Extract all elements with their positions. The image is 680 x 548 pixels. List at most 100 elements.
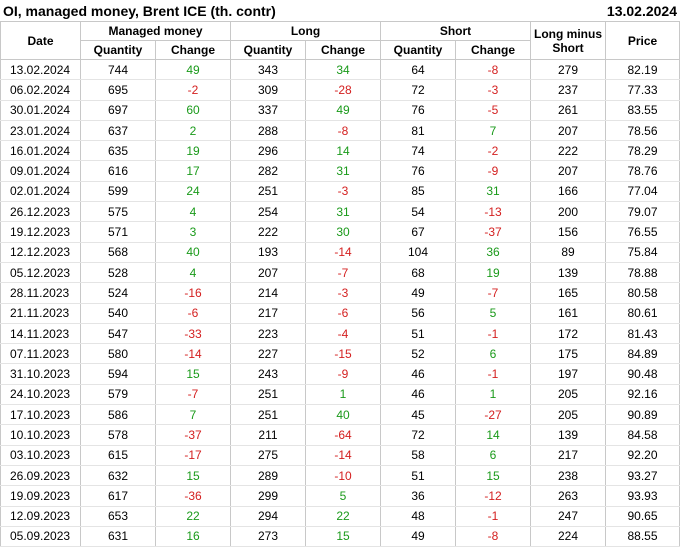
value-cell: 193	[230, 242, 306, 263]
value-cell: -13	[455, 201, 532, 223]
value-cell: -9	[455, 160, 532, 182]
value-cell: 540	[80, 303, 156, 324]
value-cell: 294	[230, 506, 306, 527]
value-cell: 45	[380, 404, 457, 426]
table-row: 21.11.2023 540 -6 217 -6 56 5 161 80.61	[0, 303, 680, 324]
value-cell: 72	[380, 79, 457, 101]
date-cell: 30.01.2024	[0, 100, 81, 121]
table-row: 16.01.2024 635 19 296 14 74 -2 222 78.29	[0, 140, 680, 162]
value-cell: 36	[455, 242, 532, 263]
group-header: Short	[380, 21, 532, 41]
date-cell: 03.10.2023	[0, 445, 81, 466]
value-cell: -10	[304, 465, 382, 487]
value-cell: 78.56	[605, 120, 680, 142]
date-cell: 19.09.2023	[0, 485, 81, 507]
value-cell: -5	[455, 100, 532, 121]
value-cell: 224	[530, 526, 607, 548]
value-cell: 78.76	[605, 160, 680, 182]
value-cell: 579	[80, 384, 156, 406]
value-cell: 93.27	[605, 465, 680, 487]
date-cell: 10.10.2023	[0, 424, 81, 446]
value-cell: 82.19	[605, 59, 680, 81]
value-cell: -4	[304, 323, 382, 345]
value-cell: 7	[455, 120, 532, 142]
value-cell: -64	[304, 424, 382, 446]
value-cell: 165	[530, 282, 607, 304]
table-row: 03.10.2023 615 -17 275 -14 58 6 217 92.20	[0, 445, 680, 466]
value-cell: -1	[455, 363, 532, 385]
table-row: 19.12.2023 571 3 222 30 67 -37 156 76.55	[0, 221, 680, 243]
value-cell: 49	[155, 59, 231, 81]
table-row: 26.12.2023 575 4 254 31 54 -13 200 79.07	[0, 201, 680, 223]
value-cell: 200	[530, 201, 607, 223]
value-cell: -3	[304, 181, 382, 203]
date-cell: 23.01.2024	[0, 120, 81, 142]
value-cell: -37	[155, 424, 231, 446]
col-header: Quantity	[80, 40, 156, 60]
value-cell: 5	[455, 303, 532, 324]
value-cell: 40	[304, 404, 382, 426]
value-cell: 139	[530, 424, 607, 446]
value-cell: 80.61	[605, 303, 680, 324]
value-cell: 4	[155, 201, 231, 223]
value-cell: -2	[455, 140, 532, 162]
value-cell: -1	[455, 506, 532, 527]
table-row: 17.10.2023 586 7 251 40 45 -27 205 90.89	[0, 404, 680, 426]
date-cell: 31.10.2023	[0, 363, 81, 385]
value-cell: 92.16	[605, 384, 680, 406]
date-cell: 28.11.2023	[0, 282, 81, 304]
value-cell: -8	[455, 59, 532, 81]
date-cell: 02.01.2024	[0, 181, 81, 203]
value-cell: -14	[304, 242, 382, 263]
table-row: 23.01.2024 637 2 288 -8 81 7 207 78.56	[0, 120, 680, 142]
table-row: 05.09.2023 631 16 273 15 49 -8 224 88.55	[0, 526, 680, 548]
value-cell: 22	[304, 506, 382, 527]
value-cell: -6	[304, 303, 382, 324]
date-cell: 06.02.2024	[0, 79, 81, 101]
value-cell: 299	[230, 485, 306, 507]
value-cell: 632	[80, 465, 156, 487]
value-cell: 594	[80, 363, 156, 385]
value-cell: -8	[304, 120, 382, 142]
value-cell: 72	[380, 424, 457, 446]
value-cell: 296	[230, 140, 306, 162]
value-cell: -2	[155, 79, 231, 101]
value-cell: -14	[304, 445, 382, 466]
value-cell: 288	[230, 120, 306, 142]
value-cell: 273	[230, 526, 306, 548]
value-cell: 68	[380, 262, 457, 284]
value-cell: 172	[530, 323, 607, 345]
value-cell: 207	[230, 262, 306, 284]
value-cell: 4	[155, 262, 231, 284]
value-cell: 19	[155, 140, 231, 162]
table-row: 30.01.2024 697 60 337 49 76 -5 261 83.55	[0, 100, 680, 121]
value-cell: 77.04	[605, 181, 680, 203]
date-cell: 26.12.2023	[0, 201, 81, 223]
date-cell: 12.12.2023	[0, 242, 81, 263]
value-cell: -3	[304, 282, 382, 304]
value-cell: 631	[80, 526, 156, 548]
value-cell: 568	[80, 242, 156, 263]
value-cell: 207	[530, 160, 607, 182]
value-cell: 279	[530, 59, 607, 81]
date-cell: 21.11.2023	[0, 303, 81, 324]
value-cell: 76.55	[605, 221, 680, 243]
value-cell: 222	[230, 221, 306, 243]
date-cell: 12.09.2023	[0, 506, 81, 527]
value-cell: 616	[80, 160, 156, 182]
value-cell: 64	[380, 59, 457, 81]
value-cell: 77.33	[605, 79, 680, 101]
value-cell: 93.93	[605, 485, 680, 507]
value-cell: -9	[304, 363, 382, 385]
value-cell: 5	[304, 485, 382, 507]
value-cell: 1	[455, 384, 532, 406]
col-header: Change	[455, 40, 532, 60]
value-cell: -7	[304, 262, 382, 284]
value-cell: 254	[230, 201, 306, 223]
value-cell: -7	[455, 282, 532, 304]
value-cell: 744	[80, 59, 156, 81]
value-cell: 197	[530, 363, 607, 385]
group-header: Long	[229, 21, 382, 41]
value-cell: -8	[455, 526, 532, 548]
table-row: 07.11.2023 580 -14 227 -15 52 6 175 84.89	[0, 343, 680, 365]
